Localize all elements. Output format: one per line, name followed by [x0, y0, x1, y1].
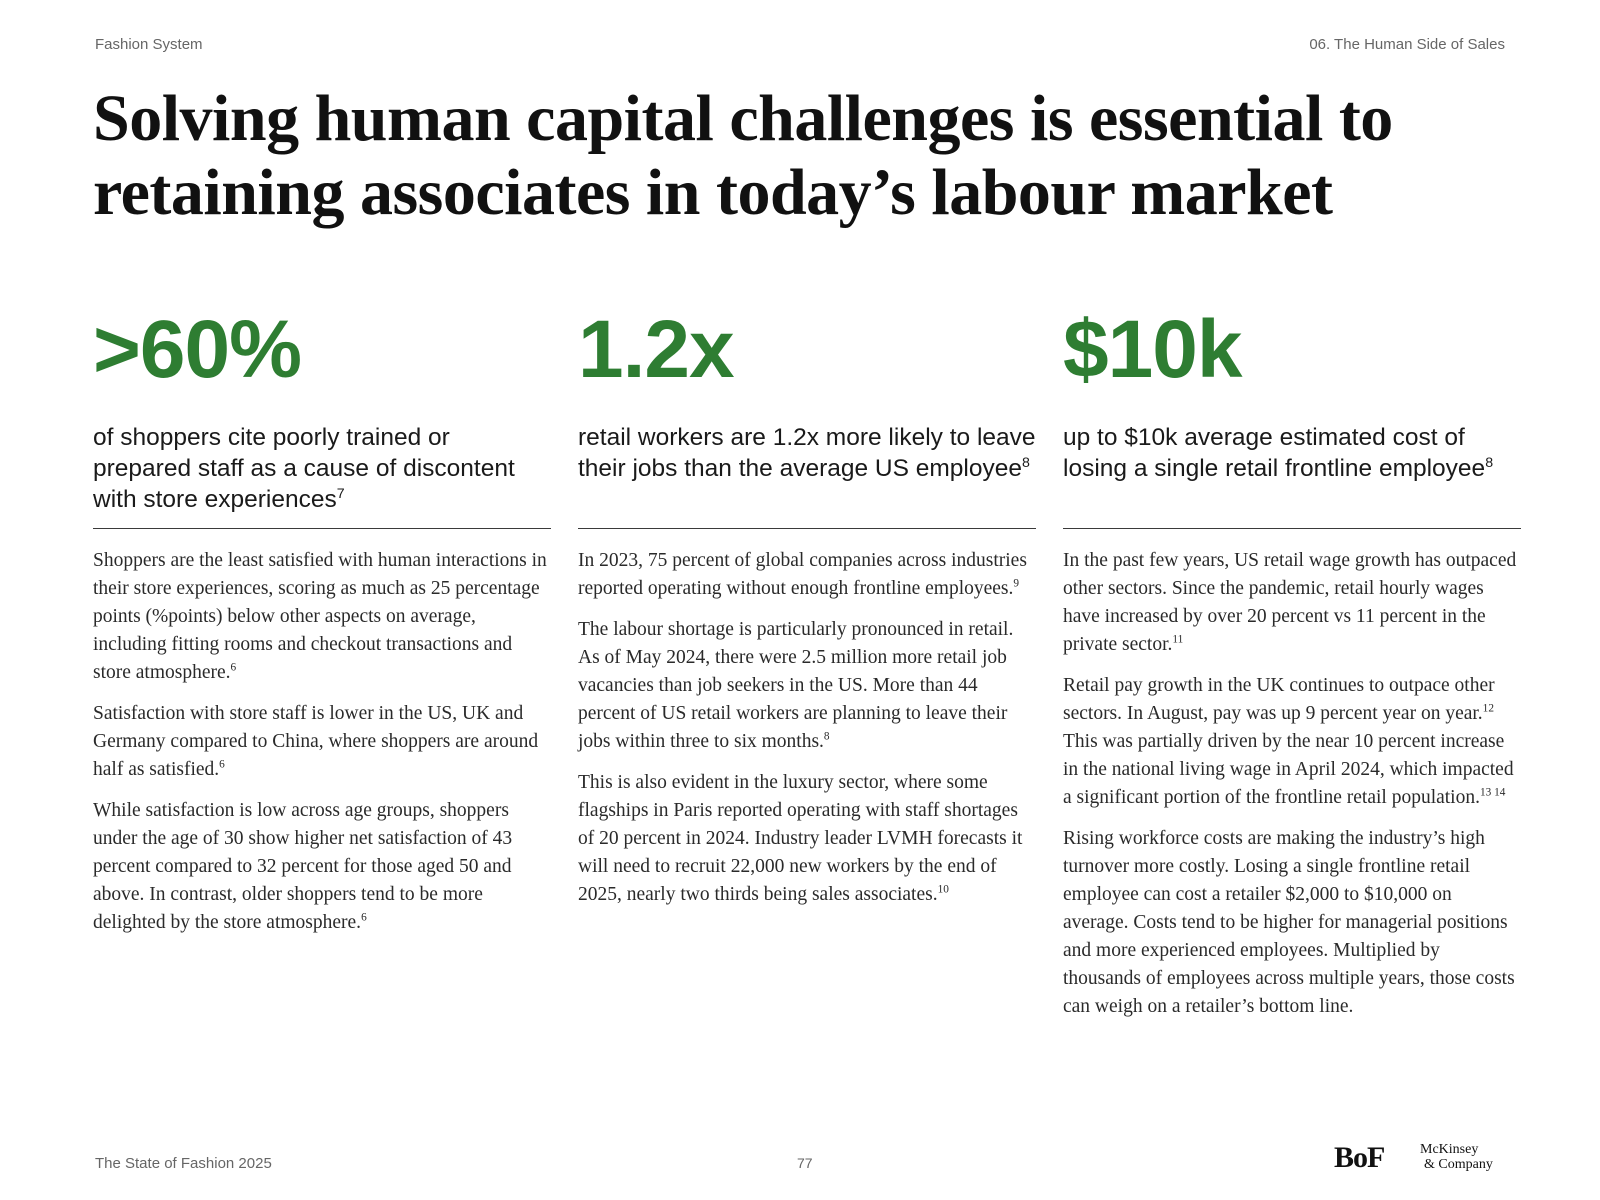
stat-column-3: $10k up to $10k average estimated cost o… — [1063, 300, 1521, 1021]
body-paragraph: Retail pay growth in the UK continues to… — [1063, 672, 1521, 812]
column-divider — [1063, 528, 1521, 529]
body-paragraph: The labour shortage is particularly pron… — [578, 616, 1036, 756]
running-header-left: Fashion System — [95, 36, 203, 53]
paragraph-text-continued: This was partially driven by the near 10… — [1063, 731, 1514, 808]
footnote-ref: 9 — [1013, 577, 1020, 590]
body-paragraph: Shoppers are the least satisfied with hu… — [93, 547, 551, 687]
paragraph-text: Shoppers are the least satisfied with hu… — [93, 550, 547, 683]
body-paragraph: In the past few years, US retail wage gr… — [1063, 547, 1521, 659]
footnote-ref: 6 — [361, 911, 367, 924]
paragraph-text: Retail pay growth in the UK continues to… — [1063, 675, 1495, 724]
column-divider — [93, 528, 551, 529]
footnote-ref: 11 — [1172, 633, 1184, 646]
stat-description: up to $10k average estimated cost of los… — [1063, 422, 1521, 522]
footer-publication-title: The State of Fashion 2025 — [95, 1155, 272, 1172]
footnote-ref: 12 — [1482, 702, 1494, 715]
page-title: Solving human capital challenges is esse… — [93, 82, 1393, 229]
paragraph-text: While satisfaction is low across age gro… — [93, 800, 513, 933]
page-number: 77 — [797, 1155, 813, 1171]
stat-value: $10k — [1063, 304, 1242, 395]
stat-description-text: retail workers are 1.2x more likely to l… — [578, 424, 1036, 482]
mckinsey-logo: McKinsey & Company — [1420, 1142, 1520, 1172]
stat-value: 1.2x — [578, 304, 735, 395]
paragraph-text: This is also evident in the luxury secto… — [578, 772, 1023, 905]
body-paragraph: In 2023, 75 percent of global companies … — [578, 547, 1036, 603]
footnote-ref: 8 — [1485, 454, 1494, 471]
paragraph-text: Satisfaction with store staff is lower i… — [93, 703, 539, 780]
paragraph-text: In the past few years, US retail wage gr… — [1063, 550, 1517, 655]
body-paragraph: This is also evident in the luxury secto… — [578, 769, 1036, 909]
footnote-ref: 6 — [219, 758, 225, 771]
stat-description: of shoppers cite poorly trained or prepa… — [93, 422, 551, 522]
stat-description: retail workers are 1.2x more likely to l… — [578, 422, 1036, 522]
column-divider — [578, 528, 1036, 529]
footnote-ref: 7 — [336, 485, 345, 502]
stat-description-text: up to $10k average estimated cost of los… — [1063, 424, 1486, 482]
footnote-ref: 13 14 — [1479, 786, 1506, 799]
footnote-ref: 10 — [937, 883, 949, 896]
body-paragraph: While satisfaction is low across age gro… — [93, 797, 551, 937]
paragraph-text: In 2023, 75 percent of global companies … — [578, 550, 1027, 599]
body-paragraph: Rising workforce costs are making the in… — [1063, 825, 1521, 1021]
bof-logo: BoF — [1334, 1141, 1385, 1174]
paragraph-text: The labour shortage is particularly pron… — [578, 619, 1014, 752]
body-paragraph: Satisfaction with store staff is lower i… — [93, 700, 551, 784]
stat-value: >60% — [93, 304, 302, 395]
footnote-ref: 6 — [230, 661, 237, 674]
running-header-right: 06. The Human Side of Sales — [1309, 36, 1505, 53]
stat-column-2: 1.2x retail workers are 1.2x more likely… — [578, 300, 1036, 909]
paragraph-text: Rising workforce costs are making the in… — [1063, 828, 1515, 1017]
footnote-ref: 8 — [1022, 454, 1030, 471]
footnote-ref: 8 — [823, 730, 830, 743]
mckinsey-logo-line2: & Company — [1424, 1157, 1493, 1172]
mckinsey-logo-line1: McKinsey — [1420, 1142, 1479, 1157]
stat-description-text: of shoppers cite poorly trained or prepa… — [93, 424, 515, 513]
stat-column-1: >60% of shoppers cite poorly trained or … — [93, 300, 551, 937]
